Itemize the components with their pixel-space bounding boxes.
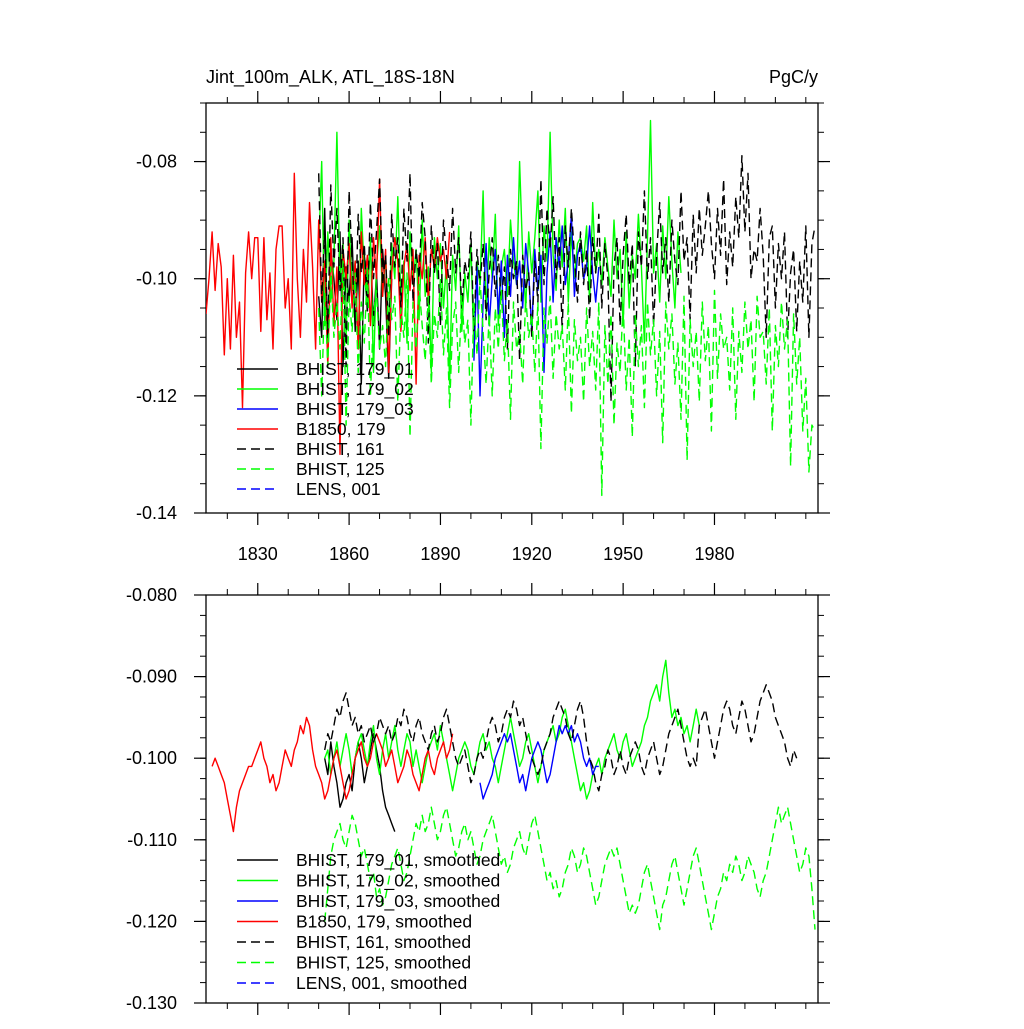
- chart-0-legend-label: LENS, 001: [296, 479, 381, 499]
- chart-1-series-group: [211, 659, 816, 931]
- chart-1-legend-label: BHIST, 179_01, smoothed: [296, 850, 500, 871]
- chart-0-series-line-2: [473, 213, 600, 397]
- chart-0-series-group: [206, 119, 816, 497]
- chart-0-legend-label: B1850, 179: [296, 419, 386, 439]
- chart-1-y-tick-label: -0.120: [126, 911, 177, 931]
- chart-1-y-tick-label: -0.100: [126, 748, 177, 768]
- chart-0-series-line-4: [318, 154, 816, 403]
- chart-0-x-tick-label: 1830: [238, 544, 278, 564]
- chart-1-y-tick-label: -0.090: [126, 667, 177, 687]
- chart-1-series-line-5: [324, 806, 816, 931]
- chart-1-legend-label: BHIST, 161, smoothed: [296, 932, 471, 952]
- chart-0-y-tick-label: -0.12: [136, 386, 177, 406]
- chart-1-series-line-4: [324, 684, 798, 792]
- chart-1-series-line-1: [324, 659, 700, 800]
- chart-units: PgC/y: [769, 67, 818, 87]
- chart-1-legend-label: LENS, 001, smoothed: [296, 973, 467, 993]
- chart-1-y-tick-label: -0.130: [126, 993, 177, 1013]
- chart-0-x-tick-label: 1890: [420, 544, 460, 564]
- top-panel: 1830 1860 1890 1920 1950 1980 -0.14 -0.12 -0.10 -…: [136, 91, 830, 564]
- chart-0-legend-label: BHIST, 179_02: [296, 379, 414, 400]
- chart-0-y-tick-label: -0.14: [136, 503, 177, 523]
- chart-title: Jint_100m_ALK, ATL_18S-18N: [206, 67, 455, 88]
- chart-1-y-tick-label: -0.080: [126, 585, 177, 605]
- chart-1-series-line-3: [211, 716, 454, 833]
- chart-0-y-tick-label: -0.10: [136, 269, 177, 289]
- chart-0-legend-label: BHIST, 161: [296, 439, 385, 459]
- chart-1-legend-label: BHIST, 179_03, smoothed: [296, 891, 500, 912]
- chart-0-x-tick-label: 1920: [512, 544, 552, 564]
- chart-1-series-line-0: [324, 733, 396, 832]
- chart-1-legend-label: B1850, 179, smoothed: [296, 912, 472, 932]
- chart-1-legend-label: BHIST, 125, smoothed: [296, 953, 471, 973]
- chart-0-legend-label: BHIST, 125: [296, 459, 385, 479]
- chart-0-legend-label: BHIST, 179_01: [296, 359, 414, 380]
- chart-0-x-tick-label: 1980: [694, 544, 734, 564]
- chart-0-legend-label: BHIST, 179_03: [296, 399, 414, 420]
- chart-0-x-tick-label: 1860: [329, 544, 369, 564]
- bottom-panel: -0.130 -0.120 -0.110 -0.100 -0.090 -0.080 BHIS…: [126, 583, 830, 1015]
- chart-0-y-tick-label: -0.08: [136, 152, 177, 172]
- chart-1-legend-label: BHIST, 179_02, smoothed: [296, 871, 500, 892]
- chart-1-series-line-2: [479, 724, 599, 800]
- chart-0-series-line-5: [318, 260, 816, 497]
- chart-1-y-tick-label: -0.110: [127, 830, 177, 850]
- chart-0-x-tick-label: 1950: [603, 544, 643, 564]
